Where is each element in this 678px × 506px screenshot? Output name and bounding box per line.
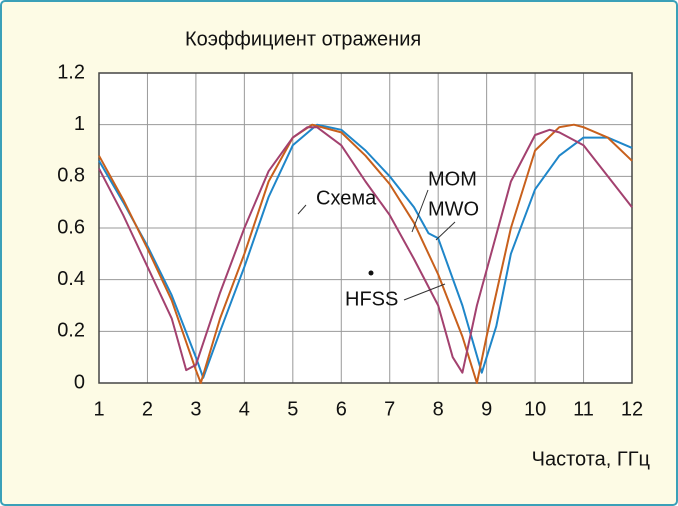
leader-line bbox=[435, 221, 456, 241]
x-tick-label: 10 bbox=[524, 398, 546, 420]
y-tick-label: 1.2 bbox=[57, 61, 85, 83]
x-tick-label: 9 bbox=[481, 398, 492, 420]
x-tick-label: 7 bbox=[384, 398, 395, 420]
chart-title: Коэффициент отражения bbox=[185, 28, 421, 50]
series-label: MWO bbox=[428, 198, 479, 220]
series-label: HFSS bbox=[345, 288, 398, 310]
leader-line bbox=[297, 204, 307, 215]
y-tick-label: 0.2 bbox=[57, 320, 85, 342]
x-tick-label: 11 bbox=[573, 398, 594, 420]
y-tick-label: 0.4 bbox=[57, 268, 85, 290]
x-tick-label: 12 bbox=[621, 398, 643, 420]
y-tick-label: 0.6 bbox=[57, 216, 85, 238]
dot bbox=[368, 270, 374, 276]
leader-line bbox=[411, 189, 429, 233]
y-tick-label: 0 bbox=[74, 371, 85, 393]
x-tick-label: 4 bbox=[239, 398, 250, 420]
plot-border bbox=[98, 72, 633, 384]
leader-line bbox=[403, 283, 446, 301]
x-tick-label: 8 bbox=[433, 398, 444, 420]
x-tick-label: 3 bbox=[190, 398, 201, 420]
y-tick-label: 0.8 bbox=[57, 165, 85, 187]
series-line bbox=[98, 126, 633, 374]
x-tick-label: 1 bbox=[93, 398, 104, 420]
x-tick-label: 5 bbox=[287, 398, 298, 420]
annotation: Схема bbox=[316, 187, 377, 209]
x-axis-label: Частота, ГГц bbox=[532, 448, 650, 470]
x-tick-label: 2 bbox=[142, 398, 153, 420]
y-tick-label: 1 bbox=[74, 113, 85, 135]
x-tick-label: 6 bbox=[336, 398, 347, 420]
series-label: MOM bbox=[428, 168, 477, 190]
